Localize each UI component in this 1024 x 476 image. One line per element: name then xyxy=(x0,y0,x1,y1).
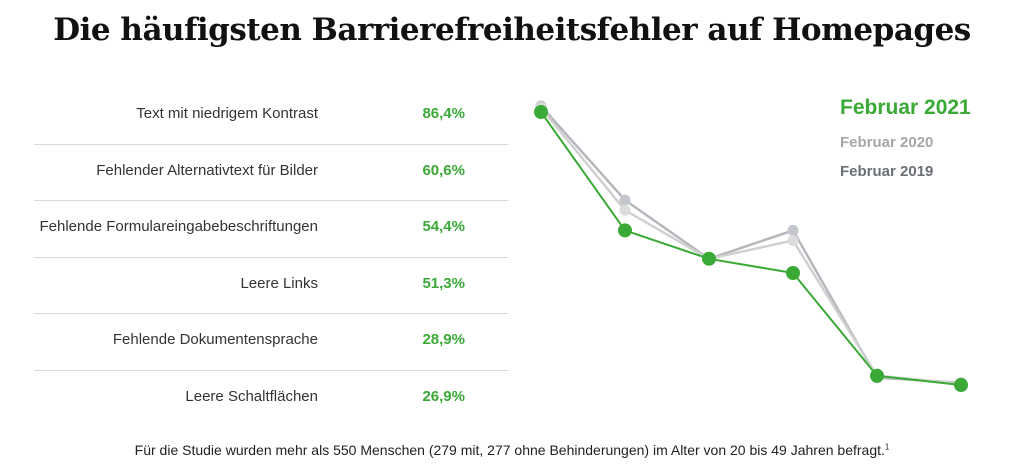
footnote-text: Für die Studie wurden mehr als 550 Mensc… xyxy=(134,442,885,458)
row-value: 54,4% xyxy=(422,218,465,236)
row-label: Text mit niedrigem Kontrast xyxy=(136,105,318,122)
data-point-februar-2021 xyxy=(786,266,800,280)
series-line-februar-2021 xyxy=(540,111,962,386)
data-point-februar-2020 xyxy=(787,235,799,246)
error-table: Text mit niedrigem Kontrast 86,4% Fehlen… xyxy=(34,88,508,427)
data-point-februar-2021 xyxy=(618,223,632,238)
footnote: Für die Studie wurden mehr als 550 Mensc… xyxy=(0,442,1024,458)
footnote-marker: 1 xyxy=(884,442,890,452)
data-point-februar-2020 xyxy=(619,204,631,216)
table-row: Leere Schaltflächen 26,9% xyxy=(34,371,508,427)
row-label: Fehlende Dokumentensprache xyxy=(112,331,318,349)
row-value: 28,9% xyxy=(422,331,465,349)
legend: Februar 2021 Februar 2020 Februar 2019 xyxy=(840,96,971,180)
data-point-februar-2019 xyxy=(619,194,631,206)
data-point-februar-2021 xyxy=(702,251,716,266)
table-row: Fehlender Alternativtext für Bilder 60,6… xyxy=(34,145,508,202)
data-point-februar-2021 xyxy=(534,105,548,119)
row-value: 60,6% xyxy=(422,161,465,179)
table-row: Fehlende Formulareingabebeschriftungen 5… xyxy=(34,201,508,258)
table-row: Text mit niedrigem Kontrast 86,4% xyxy=(34,88,508,145)
data-point-februar-2019 xyxy=(787,224,799,236)
data-point-februar-2021 xyxy=(954,378,968,392)
row-label: Leere Schaltflächen xyxy=(185,387,318,405)
legend-item-2021: Februar 2021 xyxy=(840,96,971,119)
table-row: Fehlende Dokumentensprache 28,9% xyxy=(34,314,508,371)
legend-item-2020: Februar 2020 xyxy=(840,134,934,151)
row-label: Fehlende Formulareingabebeschriftungen xyxy=(39,218,318,236)
row-value: 86,4% xyxy=(422,105,465,122)
data-point-februar-2021 xyxy=(870,368,884,383)
legend-item-2019: Februar 2019 xyxy=(840,163,934,180)
row-value: 51,3% xyxy=(422,274,465,292)
series-line-februar-2019 xyxy=(540,105,962,384)
page-title: Die häufigsten Barrierefreiheitsfehler a… xyxy=(53,12,971,48)
row-label: Leere Links xyxy=(240,274,318,292)
row-value: 26,9% xyxy=(422,387,465,405)
table-row: Leere Links 51,3% xyxy=(34,258,508,315)
row-label: Fehlender Alternativtext für Bilder xyxy=(96,161,318,179)
